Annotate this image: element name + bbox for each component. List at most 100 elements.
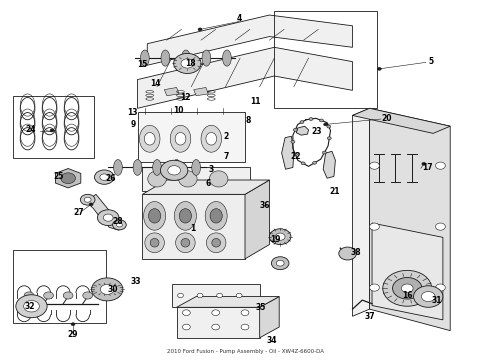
Ellipse shape	[148, 171, 166, 187]
Circle shape	[84, 197, 91, 202]
Text: 38: 38	[350, 248, 361, 257]
Polygon shape	[143, 180, 270, 194]
Text: 33: 33	[130, 276, 141, 285]
Circle shape	[80, 194, 95, 205]
Circle shape	[100, 174, 109, 180]
Polygon shape	[103, 216, 122, 230]
Text: 17: 17	[422, 163, 433, 172]
Circle shape	[276, 260, 284, 266]
Circle shape	[291, 140, 295, 143]
Ellipse shape	[206, 233, 226, 253]
Circle shape	[327, 125, 331, 128]
Ellipse shape	[150, 238, 159, 247]
Text: 2: 2	[223, 132, 228, 141]
Circle shape	[98, 210, 119, 226]
Polygon shape	[296, 126, 309, 135]
Circle shape	[275, 233, 285, 240]
Circle shape	[63, 292, 73, 299]
Ellipse shape	[141, 50, 149, 66]
Polygon shape	[245, 180, 270, 259]
FancyBboxPatch shape	[138, 112, 245, 162]
Polygon shape	[260, 297, 279, 338]
Circle shape	[392, 278, 422, 299]
Circle shape	[89, 203, 93, 206]
Polygon shape	[86, 194, 113, 225]
Ellipse shape	[175, 132, 186, 145]
Text: 18: 18	[185, 59, 196, 68]
Ellipse shape	[181, 50, 190, 66]
Text: 7: 7	[223, 152, 228, 161]
Circle shape	[113, 220, 126, 230]
Text: 35: 35	[256, 303, 266, 312]
Circle shape	[92, 278, 123, 301]
Ellipse shape	[170, 125, 191, 152]
Polygon shape	[176, 297, 279, 307]
Text: 15: 15	[137, 60, 147, 69]
Text: 30: 30	[107, 285, 118, 294]
Text: 27: 27	[73, 208, 84, 217]
Ellipse shape	[145, 233, 164, 253]
Text: 29: 29	[68, 330, 78, 339]
Circle shape	[61, 173, 75, 184]
Ellipse shape	[172, 159, 181, 175]
Circle shape	[95, 170, 114, 184]
Polygon shape	[176, 307, 260, 338]
Circle shape	[212, 324, 220, 330]
Circle shape	[160, 160, 188, 180]
Circle shape	[421, 292, 435, 302]
Text: 20: 20	[382, 114, 392, 123]
Circle shape	[339, 247, 356, 260]
Text: 16: 16	[402, 291, 413, 300]
Circle shape	[173, 53, 201, 73]
Circle shape	[300, 121, 304, 123]
Ellipse shape	[212, 238, 220, 247]
Circle shape	[50, 129, 54, 132]
Circle shape	[294, 129, 297, 131]
Circle shape	[436, 284, 445, 291]
Ellipse shape	[161, 50, 170, 66]
Circle shape	[197, 293, 203, 298]
Ellipse shape	[145, 132, 155, 145]
Polygon shape	[352, 108, 369, 316]
Polygon shape	[55, 168, 81, 188]
Circle shape	[294, 153, 297, 156]
Text: 24: 24	[26, 125, 36, 134]
Polygon shape	[194, 87, 208, 96]
Ellipse shape	[201, 125, 221, 152]
Text: 11: 11	[250, 96, 260, 105]
Circle shape	[313, 161, 317, 164]
Text: 13: 13	[127, 108, 137, 117]
Text: 6: 6	[206, 179, 211, 188]
Text: 22: 22	[291, 152, 301, 161]
Circle shape	[327, 137, 331, 140]
Circle shape	[369, 223, 379, 230]
Circle shape	[401, 284, 413, 293]
Ellipse shape	[206, 132, 217, 145]
Circle shape	[241, 310, 249, 316]
Circle shape	[436, 162, 445, 169]
Text: 36: 36	[260, 201, 270, 210]
Circle shape	[270, 229, 291, 244]
Circle shape	[117, 223, 122, 227]
Circle shape	[177, 293, 183, 298]
Polygon shape	[164, 87, 179, 96]
Circle shape	[369, 284, 379, 291]
Circle shape	[414, 286, 443, 307]
Circle shape	[212, 310, 220, 316]
Text: 26: 26	[106, 175, 116, 184]
Circle shape	[322, 151, 326, 154]
Polygon shape	[372, 223, 443, 320]
Circle shape	[324, 123, 328, 126]
Text: 4: 4	[237, 14, 242, 23]
Circle shape	[422, 162, 426, 165]
Ellipse shape	[222, 50, 231, 66]
Polygon shape	[147, 15, 352, 65]
Text: 34: 34	[267, 336, 277, 345]
Ellipse shape	[140, 125, 160, 152]
Circle shape	[103, 214, 113, 221]
Polygon shape	[138, 47, 352, 108]
Ellipse shape	[192, 159, 200, 175]
Text: 12: 12	[180, 93, 191, 102]
Ellipse shape	[133, 159, 142, 175]
Polygon shape	[352, 108, 450, 134]
